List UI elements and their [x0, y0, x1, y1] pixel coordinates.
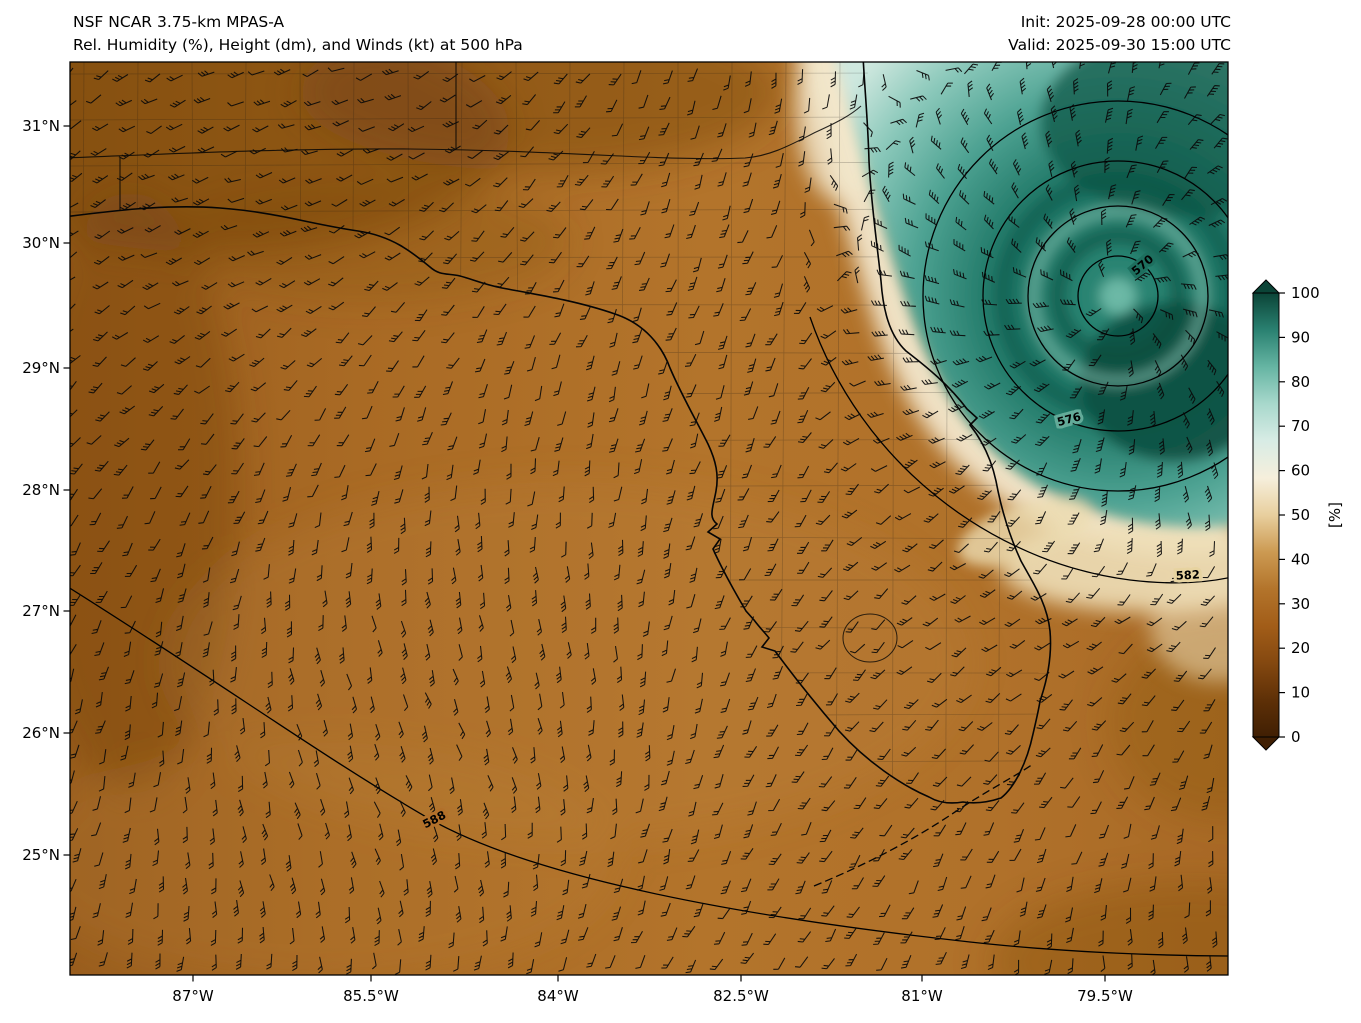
- colorbar-tick-label: 80: [1291, 373, 1310, 391]
- init-time: Init: 2025-09-28 00:00 UTC: [1021, 13, 1231, 31]
- florida-coastline: [70, 62, 1052, 804]
- y-tick-label: 31°N: [22, 117, 60, 135]
- colorbar-extend-top: [1251, 279, 1281, 294]
- x-tick-label: 87°W: [172, 987, 214, 1005]
- chart-title: NSF NCAR 3.75-km MPAS-A: [73, 13, 285, 31]
- colorbar-tick-label: 0: [1291, 728, 1301, 746]
- colorbar: 0 10 20 30 40 50 60 70 80 90 100 [%]: [1251, 279, 1344, 751]
- wind-barbs-layer: [70, 62, 1228, 975]
- colorbar-tick-label: 90: [1291, 328, 1310, 346]
- colorbar-tick-label: 70: [1291, 417, 1310, 435]
- y-tick-label: 29°N: [22, 359, 60, 377]
- colorbar-ticks: 0 10 20 30 40 50 60 70 80 90 100: [1279, 284, 1320, 746]
- chart-subtitle: Rel. Humidity (%), Height (dm), and Wind…: [73, 36, 523, 54]
- colorbar-tick-label: 50: [1291, 506, 1310, 524]
- valid-time: Valid: 2025-09-30 15:00 UTC: [1008, 36, 1231, 54]
- y-tick-label: 30°N: [22, 234, 60, 252]
- axes: 31°N 30°N 29°N 28°N 27°N 26°N 25°N 87°W 85.5°W 84…: [22, 117, 1133, 1005]
- y-tick-label: 27°N: [22, 602, 60, 620]
- x-tick-label: 82.5°W: [713, 987, 769, 1005]
- x-tick-label: 81°W: [901, 987, 943, 1005]
- y-tick-label: 25°N: [22, 846, 60, 864]
- y-tick-label: 28°N: [22, 481, 60, 499]
- contour-label-582: 582: [1175, 567, 1200, 582]
- colorbar-tick-label: 60: [1291, 462, 1310, 480]
- colorbar-tick-label: 20: [1291, 639, 1310, 657]
- colorbar-tick-label: 100: [1291, 284, 1320, 302]
- colorbar-tick-label: 40: [1291, 550, 1310, 568]
- state-borders: [70, 62, 862, 211]
- florida-keys: [813, 763, 1034, 887]
- colorbar-tick-label: 10: [1291, 684, 1310, 702]
- coastline-layer: [70, 62, 1052, 887]
- colorbar-tick-label: 30: [1291, 595, 1310, 613]
- colorbar-extend-bottom: [1251, 736, 1281, 751]
- colorbar-gradient: [1252, 292, 1280, 738]
- x-tick-label: 79.5°W: [1077, 987, 1133, 1005]
- y-tick-label: 26°N: [22, 724, 60, 742]
- x-tick-label: 84°W: [537, 987, 579, 1005]
- lake-okeechobee: [842, 613, 898, 663]
- x-tick-label: 85.5°W: [343, 987, 399, 1005]
- colorbar-units-label: [%]: [1326, 502, 1344, 528]
- map-border: [69, 61, 1229, 976]
